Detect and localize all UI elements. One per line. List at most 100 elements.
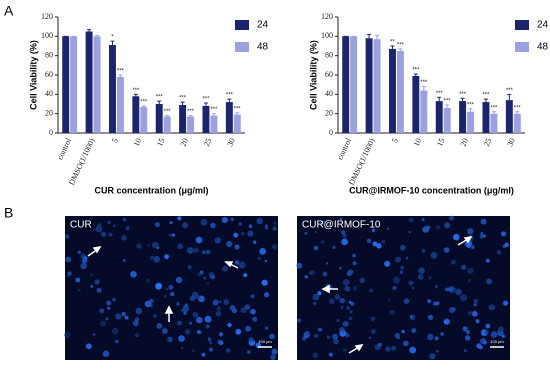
nucleus: [261, 279, 268, 286]
nucleus: [428, 276, 432, 280]
error-bar: [211, 113, 216, 116]
nucleus: [334, 294, 341, 301]
nucleus: [411, 328, 416, 334]
nucleus: [145, 278, 150, 283]
nucleus: [421, 248, 426, 253]
nucleus: [108, 232, 113, 237]
nucleus: [301, 336, 307, 341]
nucleus: [225, 348, 231, 353]
nucleus: [215, 310, 222, 317]
nucleus: [488, 304, 495, 311]
nucleus: [399, 244, 406, 251]
error-bar: [445, 104, 450, 108]
nucleus: [94, 279, 100, 285]
nucleus: [264, 259, 268, 263]
bar: [373, 39, 381, 133]
nucleus: [247, 350, 251, 354]
scale-bar-label: 100 μm: [258, 339, 272, 344]
nucleus: [181, 346, 184, 349]
nucleus: [106, 300, 112, 306]
nucleus: [444, 222, 451, 229]
nucleus: [86, 344, 92, 350]
error-bar: [95, 34, 100, 37]
error-bar: [188, 115, 193, 117]
nucleus: [342, 233, 347, 238]
nucleus: [210, 222, 216, 229]
nucleus: [408, 230, 412, 234]
nucleus: [389, 309, 395, 315]
nucleus: [498, 326, 504, 333]
arrowhead: [463, 235, 473, 244]
nucleus: [151, 241, 159, 249]
nucleus: [467, 311, 473, 316]
nucleus: [111, 327, 119, 335]
nucleus: [392, 286, 397, 290]
arrowhead: [354, 343, 364, 352]
nucleus: [443, 247, 450, 253]
nucleus: [196, 295, 201, 300]
nucleus: [107, 306, 111, 310]
significance-label: ***: [202, 97, 210, 103]
nucleus: [472, 311, 478, 317]
nucleus: [264, 326, 269, 330]
nucleus: [156, 246, 160, 250]
error-bar: [367, 33, 372, 39]
nucleus: [165, 287, 169, 291]
nucleus: [178, 335, 185, 342]
nucleus: [80, 262, 87, 270]
nucleus: [333, 338, 339, 345]
nucleus: [186, 247, 194, 254]
nucleus: [218, 300, 222, 304]
x-tick-label: control: [55, 136, 73, 161]
nucleus: [312, 293, 320, 301]
nucleus: [155, 282, 163, 290]
bar: [490, 113, 498, 133]
nucleus: [403, 340, 409, 347]
nucleus: [154, 222, 160, 228]
error-bar: [180, 101, 185, 105]
nucleus: [368, 336, 372, 339]
error-bar: [437, 96, 442, 102]
significance-label: ***: [420, 80, 428, 86]
nucleus: [168, 284, 174, 290]
error-bar: [133, 93, 138, 97]
nucleus: [344, 285, 351, 292]
nucleus: [100, 320, 106, 327]
nucleus: [265, 224, 268, 228]
nucleus: [342, 348, 347, 352]
bar: [505, 100, 513, 133]
nucleus: [468, 278, 472, 283]
nucleus: [252, 316, 258, 322]
nucleus: [502, 300, 509, 306]
nucleus: [465, 335, 471, 341]
nucleus: [449, 215, 454, 221]
nucleus: [427, 314, 434, 321]
nucleus: [366, 238, 372, 244]
nucleus: [234, 260, 240, 265]
nucleus: [182, 222, 188, 229]
significance-label: ***: [514, 105, 522, 111]
nucleus: [169, 221, 173, 225]
significance-label: ***: [187, 109, 195, 115]
nucleus: [370, 329, 376, 334]
nucleus: [429, 353, 436, 360]
legend-label: 48: [537, 42, 549, 53]
bar: [350, 36, 358, 134]
legend-swatch: [235, 20, 249, 30]
error-bar: [390, 45, 395, 49]
error-bar: [203, 102, 208, 106]
nucleus: [462, 326, 467, 330]
nucleus: [342, 278, 350, 286]
arrowhead: [164, 305, 174, 314]
nucleus: [455, 288, 462, 296]
error-bar: [398, 48, 403, 51]
error-bar: [227, 98, 232, 103]
nucleus: [449, 286, 457, 294]
nucleus: [433, 301, 437, 306]
nucleus: [371, 228, 376, 233]
nucleus: [427, 299, 432, 304]
nucleus: [418, 267, 425, 275]
significance-label: ***: [490, 105, 498, 111]
nucleus: [434, 284, 438, 289]
error-bar: [235, 112, 240, 115]
